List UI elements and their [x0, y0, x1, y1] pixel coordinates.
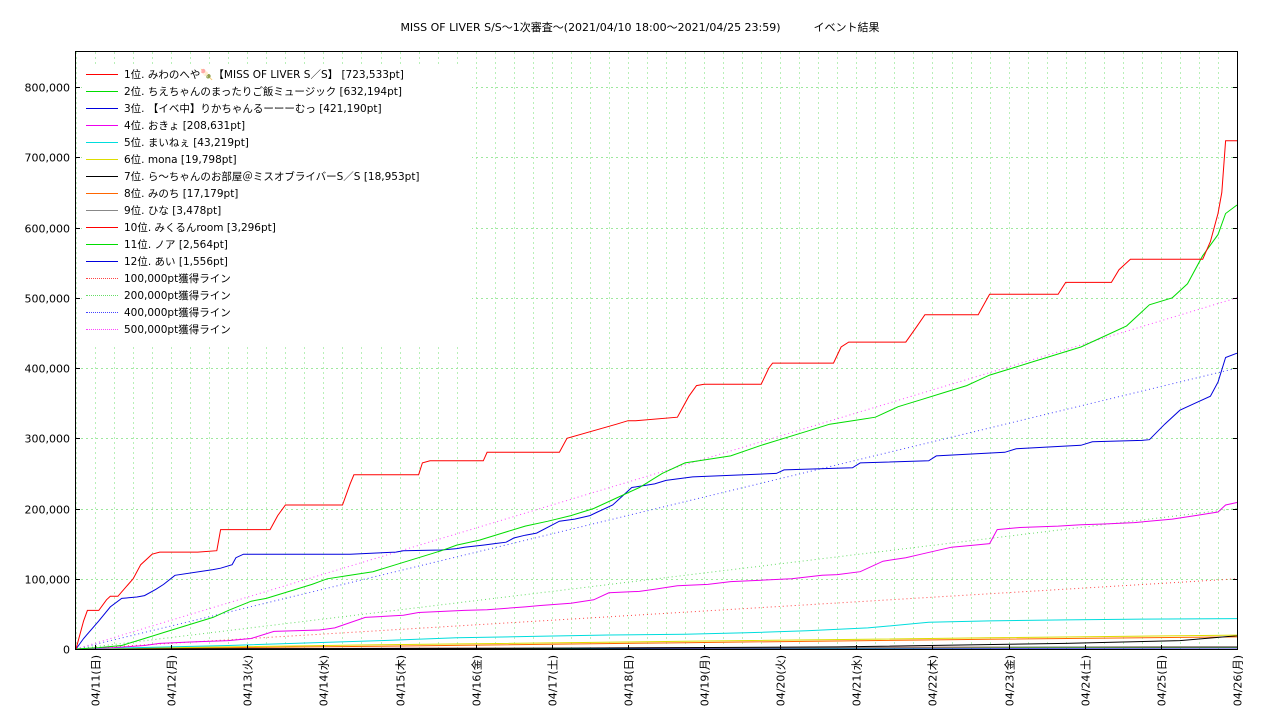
series-line-8 [75, 636, 1238, 650]
x-tick-label: 04/22(木) [927, 655, 940, 706]
legend-label: 200,000pt獲得ライン [124, 290, 231, 302]
x-tick-label: 04/20(火) [775, 655, 788, 706]
axis-ticks: 0 100,000 200,000 300,000 400,000 500,000 600,… [25, 82, 1245, 707]
legend-item: 8位. みのち [17,179pt] [82, 185, 472, 202]
series-line-3 [75, 352, 1238, 650]
legend-label: 4位. おきょ [208,631pt] [124, 120, 246, 132]
y-tick-label: 200,000 [25, 504, 71, 517]
legend-item: 12位. あい [1,556pt] [82, 253, 472, 270]
y-tick-label: 800,000 [25, 82, 71, 95]
legend-item: 500,000pt獲得ライン [82, 321, 472, 338]
legend-swatch [86, 227, 118, 228]
x-tick-label: 04/13(火) [242, 655, 255, 706]
series-line-1 [75, 140, 1237, 650]
legend-swatch [86, 312, 118, 313]
legend-label: 1位. みわのへや🍡【MISS OF LIVER S／S】 [723,533pt… [124, 69, 404, 81]
legend-swatch [86, 125, 118, 126]
legend-label: 100,000pt獲得ライン [124, 273, 231, 285]
x-tick-label: 04/26(月) [1232, 655, 1245, 706]
legend-item: 6位. mona [19,798pt] [82, 151, 472, 168]
legend-swatch [86, 261, 118, 262]
y-tick-label: 0 [63, 644, 70, 657]
x-tick-label: 04/16(金) [470, 655, 484, 706]
legend-label: 5位. まいねぇ [43,219pt] [124, 137, 249, 149]
x-tick-label: 04/21(水) [851, 655, 864, 706]
series-line-2 [75, 204, 1238, 650]
legend-swatch [86, 244, 118, 245]
legend-item: 4位. おきょ [208,631pt] [82, 117, 472, 134]
series-line-15 [75, 367, 1238, 650]
legend-item: 3位. 【イベ中】りかちゃんるーーーむっ [421,190pt] [82, 100, 472, 117]
x-tick-label: 04/19(月) [699, 655, 712, 706]
legend-item: 11位. ノア [2,564pt] [82, 236, 472, 253]
legend-swatch [86, 176, 118, 177]
legend-item: 1位. みわのへや🍡【MISS OF LIVER S／S】 [723,533pt… [82, 66, 472, 83]
legend-swatch [86, 91, 118, 92]
series-line-5 [75, 618, 1238, 650]
legend-label: 500,000pt獲得ライン [124, 324, 231, 336]
x-tick-label: 04/17(土) [547, 655, 560, 706]
legend: 1位. みわのへや🍡【MISS OF LIVER S／S】 [723,533pt… [82, 66, 472, 346]
y-tick-label: 400,000 [25, 363, 71, 376]
legend-swatch [86, 142, 118, 143]
x-tick-label: 04/14(水) [318, 655, 331, 706]
legend-swatch [86, 108, 118, 109]
legend-label: 9位. ひな [3,478pt] [124, 205, 222, 217]
legend-swatch [86, 74, 118, 75]
x-tick-label: 04/25(日) [1156, 655, 1169, 706]
legend-swatch [86, 159, 118, 160]
legend-label: 8位. みのち [17,179pt] [124, 188, 239, 200]
legend-label: 6位. mona [19,798pt] [124, 154, 237, 166]
series-line-6 [75, 634, 1238, 650]
legend-item: 100,000pt獲得ライン [82, 270, 472, 287]
legend-item: 7位. ら～ちゃんのお部屋＠ミスオブライバーS／S [18,953pt] [82, 168, 472, 185]
legend-label: 2位. ちえちゃんのまったりご飯ミュージック [632,194pt] [124, 86, 402, 98]
legend-item: 200,000pt獲得ライン [82, 287, 472, 304]
plot-frame [75, 51, 1238, 650]
series-line-4 [75, 502, 1238, 650]
series-line-14 [75, 508, 1238, 650]
legend-item: 9位. ひな [3,478pt] [82, 202, 472, 219]
grid-lines [76, 52, 1238, 649]
legend-swatch [86, 295, 118, 296]
series-line-7 [75, 635, 1238, 650]
legend-label: 11位. ノア [2,564pt] [124, 239, 228, 251]
legend-label: 400,000pt獲得ライン [124, 307, 231, 319]
series-line-16 [75, 297, 1238, 650]
series-lines [75, 140, 1238, 650]
x-tick-label: 04/11(日) [90, 655, 103, 706]
x-tick-label: 04/24(土) [1080, 655, 1093, 706]
x-tick-label: 04/15(木) [395, 655, 408, 706]
x-tick-label: 04/18(日) [623, 655, 636, 706]
legend-swatch [86, 329, 118, 330]
y-tick-label: 700,000 [25, 152, 71, 165]
y-tick-label: 600,000 [25, 223, 71, 236]
legend-label: 3位. 【イベ中】りかちゃんるーーーむっ [421,190pt] [124, 103, 382, 115]
x-tick-label: 04/12(月) [166, 655, 179, 706]
legend-label: 7位. ら～ちゃんのお部屋＠ミスオブライバーS／S [18,953pt] [124, 171, 420, 183]
chart-title: MISS OF LIVER S/S～1次審査～(2021/04/10 18:00… [400, 21, 880, 34]
legend-label: 12位. あい [1,556pt] [124, 256, 228, 268]
legend-swatch [86, 278, 118, 279]
legend-label: 10位. みくるんroom [3,296pt] [124, 222, 276, 234]
legend-swatch [86, 193, 118, 194]
x-tick-label: 04/23(金) [1003, 655, 1017, 706]
y-tick-label: 100,000 [25, 574, 71, 587]
y-tick-label: 500,000 [25, 293, 71, 306]
legend-item: 400,000pt獲得ライン [82, 304, 472, 321]
legend-item: 5位. まいねぇ [43,219pt] [82, 134, 472, 151]
legend-item: 10位. みくるんroom [3,296pt] [82, 219, 472, 236]
legend-item: 2位. ちえちゃんのまったりご飯ミュージック [632,194pt] [82, 83, 472, 100]
legend-swatch [86, 210, 118, 211]
y-tick-label: 300,000 [25, 433, 71, 446]
